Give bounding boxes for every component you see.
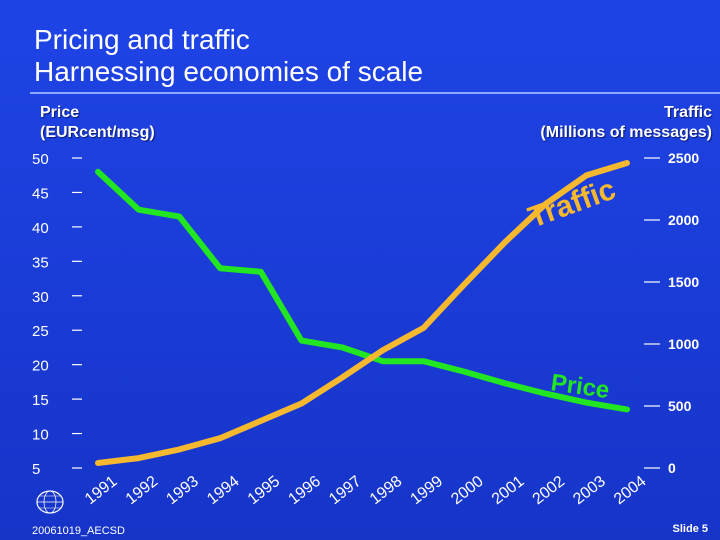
x-tick-label: 1998 [367, 473, 406, 508]
data-point-traffic [583, 172, 589, 178]
title-divider [30, 92, 720, 94]
series-line-price [95, 168, 630, 413]
right-axis: 2500 2000 1500 1000 500 0 [644, 150, 699, 476]
data-point-traffic [95, 460, 101, 466]
x-tick-label: 1992 [123, 473, 162, 508]
data-point-price [258, 269, 264, 275]
right-axis-title: Traffic [663, 104, 712, 121]
data-point-price [583, 399, 589, 406]
data-point-traffic [217, 435, 223, 441]
right-tick-label: 2000 [668, 212, 699, 228]
data-point-price [176, 213, 182, 220]
data-point-price [136, 207, 142, 213]
data-point-traffic [258, 418, 264, 424]
x-axis: 1991 1992 1993 1994 1995 1996 1997 1998 1999 2000… [82, 473, 650, 508]
right-tick-label: 1000 [668, 336, 699, 352]
left-tick-label: 45 [32, 185, 49, 202]
right-tick-label: 0 [668, 460, 676, 476]
x-tick-label: 1991 [82, 473, 121, 508]
data-point-traffic [136, 455, 142, 461]
data-point-price [380, 358, 386, 364]
left-axis-title: Price [40, 104, 80, 121]
left-axis: 50 45 40 35 30 25 20 15 10 5 [32, 151, 82, 478]
left-tick-label: 15 [32, 392, 49, 409]
data-point-traffic [176, 446, 182, 452]
left-tick-label: 20 [32, 358, 49, 375]
right-axis-unit: (Millions of messages) [540, 124, 712, 141]
data-point-price [502, 380, 508, 386]
swift-logo-icon [36, 490, 64, 514]
data-point-price [339, 344, 345, 351]
left-tick-label: 5 [32, 461, 40, 478]
x-tick-label: 2000 [448, 473, 487, 508]
x-tick-label: 1993 [163, 473, 202, 508]
data-point-traffic [624, 160, 630, 166]
series-line-traffic [95, 160, 630, 466]
data-point-price [217, 265, 223, 271]
series-layer [95, 160, 630, 466]
left-tick-label: 35 [32, 254, 49, 271]
left-axis-unit: (EURcent/msg) [40, 124, 155, 141]
data-point-price [420, 358, 427, 364]
x-tick-label: 1995 [245, 473, 284, 508]
left-tick-label: 25 [32, 323, 49, 340]
data-point-traffic [543, 201, 549, 207]
left-tick-label: 30 [32, 289, 49, 306]
data-point-traffic [380, 347, 386, 353]
left-tick-label: 40 [32, 220, 49, 237]
left-tick-label: 10 [32, 427, 49, 444]
slide-subtitle: Harnessing economies of scale [34, 56, 424, 87]
x-tick-label: 2003 [570, 473, 609, 508]
data-point-price [298, 337, 305, 344]
x-tick-label: 2002 [530, 473, 569, 508]
right-tick-label: 2500 [668, 150, 699, 166]
data-point-traffic [502, 239, 508, 245]
right-tick-label: 1500 [668, 274, 699, 290]
x-tick-label: 2004 [611, 473, 650, 508]
x-tick-label: 1997 [326, 473, 365, 508]
data-point-traffic [339, 374, 345, 381]
x-tick-label: 1994 [204, 473, 243, 508]
data-point-traffic [461, 281, 467, 288]
data-point-price [461, 368, 467, 375]
data-point-price [543, 391, 549, 397]
slide-number: Slide 5 [672, 523, 708, 535]
left-tick-label: 50 [32, 151, 49, 168]
data-point-price [624, 406, 630, 413]
x-tick-label: 1996 [285, 473, 324, 508]
x-tick-label: 2001 [489, 473, 528, 508]
data-point-traffic [420, 325, 427, 331]
footer-code: 20061019_AECSD [32, 525, 125, 537]
right-tick-label: 500 [668, 398, 692, 414]
data-point-price [95, 169, 101, 175]
x-tick-label: 1999 [408, 473, 447, 508]
slide-title: Pricing and traffic [34, 24, 250, 55]
data-point-traffic [298, 400, 305, 407]
